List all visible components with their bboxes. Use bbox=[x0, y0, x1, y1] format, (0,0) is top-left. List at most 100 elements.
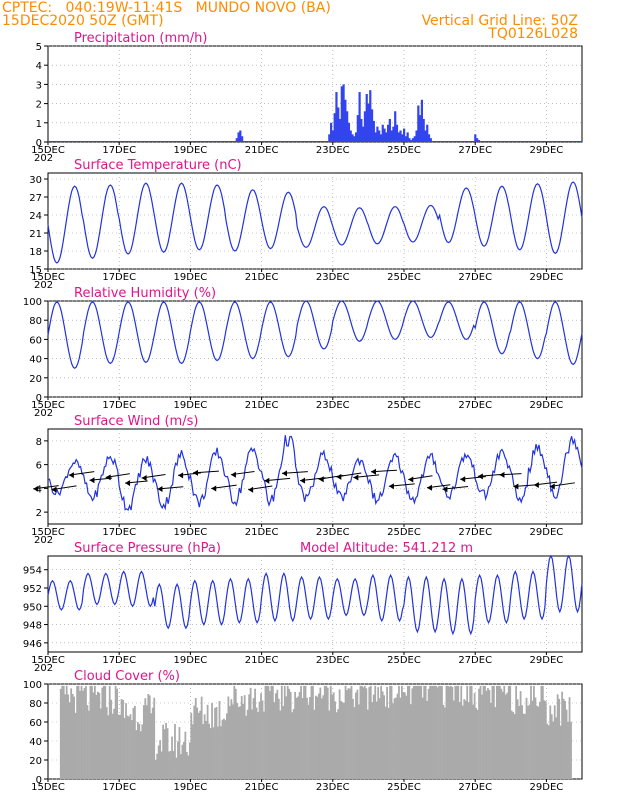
wind-ytick-label: 6 bbox=[36, 461, 42, 472]
cloud-bar bbox=[202, 724, 205, 779]
cloud-bar bbox=[485, 690, 488, 779]
cloud-bar bbox=[270, 685, 273, 779]
cloud-bar bbox=[349, 688, 351, 779]
cloud-bar bbox=[182, 741, 185, 779]
pressure-ytick-label: 952 bbox=[23, 584, 42, 595]
temp-ytick-label: 24 bbox=[29, 211, 42, 222]
cloud-bar bbox=[331, 694, 334, 779]
cloud-bar bbox=[154, 759, 157, 779]
pressure-xtick-label: 25DEC bbox=[387, 655, 421, 666]
wind-frame bbox=[47, 428, 583, 525]
temp-ytick-label: 21 bbox=[29, 229, 42, 240]
rh-xtick-label: 19DEC bbox=[174, 400, 208, 411]
cloud-bar bbox=[309, 697, 311, 779]
temp-ytick-label: 15 bbox=[29, 265, 42, 276]
cloud-bar bbox=[224, 720, 227, 779]
cloud-bar bbox=[242, 703, 245, 779]
cloud-bar bbox=[266, 685, 268, 779]
cloud-bar bbox=[289, 691, 292, 779]
cloud-bar bbox=[540, 685, 543, 779]
cloud-bar bbox=[264, 685, 267, 779]
cloud-bar bbox=[334, 701, 337, 779]
precip-bar bbox=[404, 136, 407, 142]
cloud-bar bbox=[276, 689, 279, 779]
cloud-bar bbox=[233, 685, 236, 779]
wind-arrow-head bbox=[370, 468, 376, 475]
temp-xtick-label: 15DEC bbox=[31, 272, 65, 283]
cloud-bar bbox=[356, 689, 359, 779]
pressure-ytick-label: 950 bbox=[23, 602, 42, 613]
cloud-bar bbox=[254, 688, 256, 779]
precip-bar bbox=[401, 134, 404, 142]
wind-arrow-head bbox=[388, 483, 394, 490]
cloud-bar bbox=[92, 692, 95, 779]
cloud-bar bbox=[533, 685, 535, 779]
cloud-bar bbox=[346, 690, 348, 779]
cloud-bar bbox=[215, 706, 218, 779]
cloud-bar bbox=[313, 709, 316, 779]
precip-bar bbox=[399, 130, 402, 142]
cloud-bar bbox=[217, 726, 219, 779]
cloud-bar bbox=[525, 697, 528, 779]
wind-arrow-head bbox=[157, 486, 163, 493]
cloud-bar bbox=[550, 714, 553, 779]
cloud-xtick-label: 17DEC bbox=[102, 782, 136, 793]
cloud-bar bbox=[461, 705, 464, 779]
cloud-bar bbox=[537, 706, 540, 779]
cloud-bar bbox=[61, 685, 64, 779]
cloud-bar bbox=[252, 698, 255, 779]
cloud-bar bbox=[567, 721, 569, 779]
cloud-bar bbox=[429, 685, 431, 779]
cloud-bar bbox=[181, 744, 184, 779]
cloud-bar bbox=[522, 713, 525, 779]
temp-frame bbox=[47, 172, 583, 270]
wind-arrow-head bbox=[264, 477, 270, 484]
wind-xtick-year: 202 bbox=[34, 535, 53, 546]
cloud-bar bbox=[168, 751, 170, 779]
wind-arrow-head bbox=[336, 473, 342, 480]
precip-xtick-label: 15DEC bbox=[31, 145, 65, 156]
cloud-bar bbox=[230, 699, 233, 779]
wind-arrow-head bbox=[408, 476, 414, 483]
cloud-xtick-label: 15DEC bbox=[31, 782, 65, 793]
cloud-ytick-label: 20 bbox=[29, 756, 42, 767]
cloud-bar bbox=[251, 709, 253, 779]
cloud-bar bbox=[65, 685, 68, 779]
wind-xtick-label: 27DEC bbox=[458, 527, 492, 538]
cloud-bar bbox=[260, 693, 262, 779]
cloud-bar bbox=[534, 697, 537, 779]
wind-arrow-head bbox=[125, 480, 131, 487]
wind-xtick-label: 25DEC bbox=[387, 527, 421, 538]
cloud-bar bbox=[194, 698, 197, 779]
cloud-ytick-label: 0 bbox=[36, 775, 42, 786]
cloud-bar bbox=[212, 727, 215, 779]
rh-xtick-label: 27DEC bbox=[458, 400, 492, 411]
pressure-xtick-year: 202 bbox=[34, 663, 53, 674]
cloud-bar bbox=[126, 715, 129, 779]
cloud-bar bbox=[193, 705, 196, 779]
cloud-bar bbox=[384, 706, 387, 779]
cloud-bar bbox=[191, 724, 194, 779]
cloud-xtick-label: 25DEC bbox=[387, 782, 421, 793]
cloud-bar bbox=[436, 687, 439, 779]
cloud-bar bbox=[430, 685, 433, 779]
temp-xtick-label: 29DEC bbox=[530, 272, 564, 283]
cloud-bar bbox=[141, 724, 144, 779]
precip-xtick-label: 23DEC bbox=[316, 145, 350, 156]
cloud-bar bbox=[292, 709, 295, 779]
precip-bar bbox=[239, 130, 242, 142]
wind-arrow-head bbox=[33, 485, 39, 492]
cloud-bar bbox=[507, 685, 510, 779]
temp-title: Surface Temperature (nC) bbox=[74, 158, 242, 173]
precip-ytick-label: 4 bbox=[36, 61, 42, 72]
header-location: CPTEC: 040:19W-11:41S MUNDO NOVO (BA) bbox=[2, 0, 331, 16]
cloud-bar bbox=[421, 697, 424, 779]
precip-bar bbox=[354, 132, 358, 142]
wind-arrow-head bbox=[533, 481, 539, 488]
cloud-bar bbox=[178, 727, 181, 779]
precip-bar bbox=[353, 136, 356, 142]
wind-arrow-head bbox=[549, 483, 555, 490]
cloud-bar bbox=[510, 710, 513, 779]
cloud-bar bbox=[475, 707, 477, 779]
header-model: TQ0126L028 bbox=[488, 26, 578, 42]
